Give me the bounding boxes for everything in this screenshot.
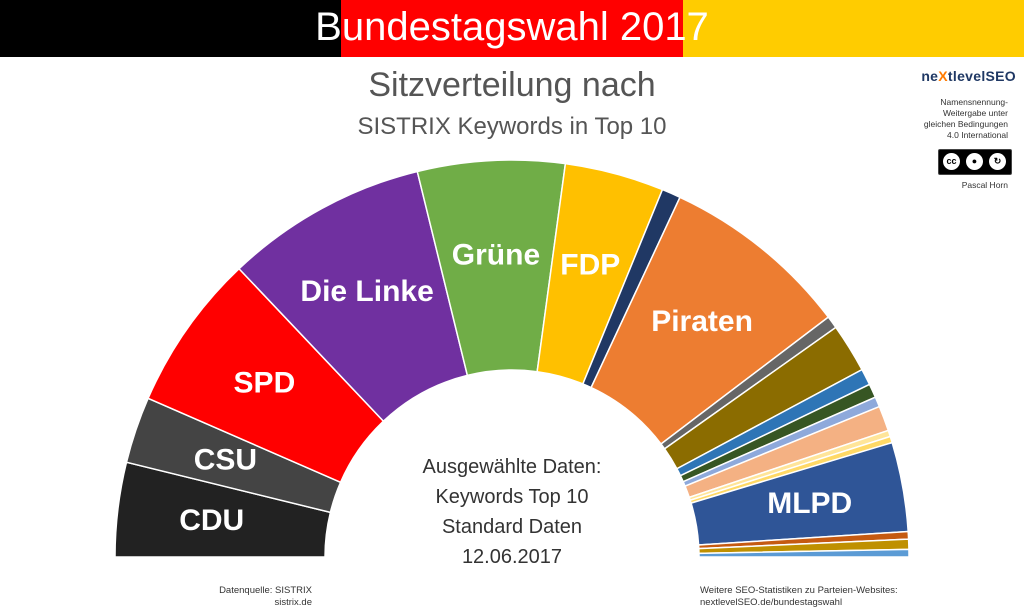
- brand-logo-x: X: [938, 68, 948, 84]
- license-text: Namensnennung- Weitergabe unter gleichen…: [880, 97, 1008, 141]
- flag-stripe-black: [0, 0, 342, 57]
- seat-arcs: [114, 159, 910, 558]
- seat-label: Piraten: [651, 305, 753, 338]
- seat-segment: [698, 548, 910, 558]
- seat-labels: CDU CSU SPD Die Linke Grüne FDP Piraten MLPD: [179, 238, 852, 537]
- cc-icon: cc: [943, 153, 960, 170]
- seat-label: CSU: [194, 444, 257, 477]
- seat-label: CDU: [179, 504, 244, 537]
- badge-by-label: BY: [970, 165, 977, 171]
- center-note-line: Keywords Top 10: [435, 486, 589, 508]
- flag-stripe-red: [341, 0, 683, 57]
- seat-label: Grüne: [452, 238, 540, 271]
- share-alike-icon: ↻: [989, 153, 1006, 170]
- flag-stripe-gold: [682, 0, 1024, 57]
- badge-sa-label: SA: [993, 165, 1000, 171]
- brand-logo: neXtlevelSEO: [888, 68, 1016, 84]
- attribution-icon: ●: [966, 153, 983, 170]
- center-note-line: 12.06.2017: [461, 546, 563, 568]
- chart-subtitle: SISTRIX Keywords in Top 10: [357, 113, 667, 140]
- brand-logo-part: ne: [921, 68, 939, 84]
- more-stats-line: Weitere SEO-Statistiken zu Parteien-Webs…: [700, 585, 898, 596]
- flag-banner: [0, 0, 1024, 57]
- seat-label: SPD: [234, 367, 296, 400]
- seat-label: Die Linke: [300, 275, 433, 308]
- data-source: Datenquelle: SISTRIX sistrix.de: [180, 585, 312, 609]
- cc-license-badge[interactable]: cc ● ↻ BY SA: [938, 149, 1012, 175]
- brand-logo-part: tlevelSEO: [947, 68, 1016, 84]
- center-note-line: Ausgewählte Daten:: [422, 456, 602, 478]
- author-name: Pascal Horn: [961, 180, 1008, 190]
- center-note: Ausgewählte Daten: Keywords Top 10 Stand…: [382, 452, 642, 572]
- more-stats: Weitere SEO-Statistiken zu Parteien-Webs…: [700, 585, 930, 609]
- seat-label: MLPD: [767, 487, 852, 520]
- seat-label: FDP: [560, 248, 620, 281]
- source-line: Datenquelle: SISTRIX: [219, 585, 312, 596]
- center-note-line: Standard Daten: [441, 516, 583, 538]
- license-line: Weitergabe unter: [942, 108, 1008, 118]
- source-link[interactable]: sistrix.de: [274, 597, 312, 608]
- more-stats-link[interactable]: nextlevelSEO.de/bundestagswahl: [700, 597, 843, 608]
- license-line: 4.0 International: [947, 130, 1008, 140]
- chart-title: Sitzverteilung nach: [368, 66, 656, 104]
- banner-title: Bundestagswahl 2017: [315, 5, 709, 49]
- license-line: Namensnennung-: [940, 97, 1008, 107]
- license-line: gleichen Bedingungen: [923, 119, 1008, 129]
